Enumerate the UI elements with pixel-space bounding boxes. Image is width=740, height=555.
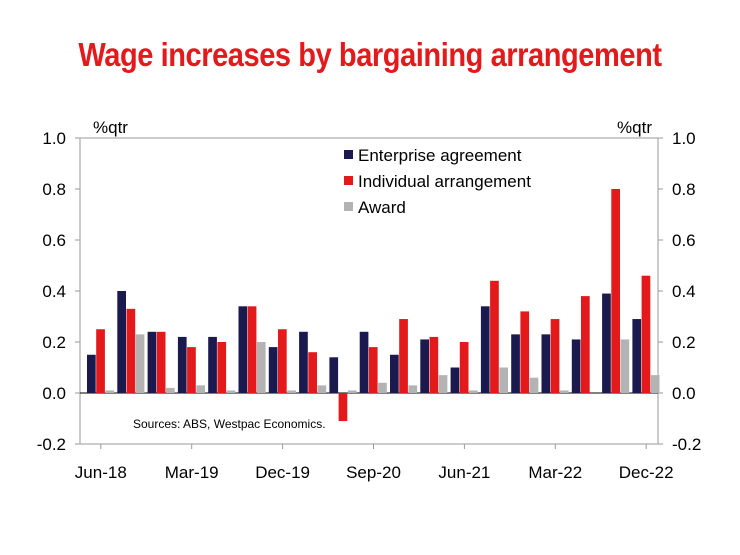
bar-enterprise-agreement xyxy=(329,357,339,393)
bar-individual-arrangement xyxy=(156,331,166,393)
y-axis-unit-left: %qtr xyxy=(93,118,128,137)
bar-award xyxy=(650,375,660,393)
x-tick-label: Jun-21 xyxy=(438,463,490,482)
bar-individual-arrangement xyxy=(217,342,227,393)
bar-award xyxy=(317,385,327,393)
bar-enterprise-agreement xyxy=(390,354,399,393)
bar-individual-arrangement xyxy=(96,329,105,393)
bar-individual-arrangement xyxy=(187,347,196,393)
bar-enterprise-agreement xyxy=(208,336,217,393)
bar-enterprise-agreement xyxy=(177,336,187,393)
bar-award xyxy=(105,390,115,393)
bar-individual-arrangement xyxy=(247,306,257,393)
bar-award xyxy=(166,387,175,393)
bar-individual-arrangement xyxy=(399,319,408,393)
bar-award xyxy=(529,377,539,393)
bar-award xyxy=(135,334,145,393)
bar-individual-arrangement xyxy=(611,189,620,393)
y-tick-label-right: 0.6 xyxy=(672,231,696,250)
bar-enterprise-agreement xyxy=(420,339,429,393)
bar-individual-arrangement xyxy=(550,319,560,393)
bar-enterprise-agreement xyxy=(450,367,460,393)
x-tick-label: Mar-19 xyxy=(165,463,219,482)
y-tick-label-left: -0.2 xyxy=(37,435,66,454)
bar-enterprise-agreement xyxy=(602,293,611,393)
bar-enterprise-agreement xyxy=(238,306,248,393)
bar-enterprise-agreement xyxy=(571,339,581,393)
bar-award xyxy=(378,382,387,393)
bar-individual-arrangement xyxy=(338,393,348,422)
bar-enterprise-agreement xyxy=(359,331,369,393)
bar-individual-arrangement xyxy=(459,342,469,393)
bar-individual-arrangement xyxy=(520,311,530,393)
bar-award xyxy=(559,390,569,393)
bar-award xyxy=(256,342,266,393)
y-tick-label-left: 0.2 xyxy=(42,333,66,352)
legend-swatch xyxy=(344,202,353,211)
bar-enterprise-agreement xyxy=(632,319,642,393)
y-tick-label-right: 0.0 xyxy=(672,384,696,403)
bar-individual-arrangement xyxy=(581,296,590,393)
y-tick-label-right: 0.8 xyxy=(672,180,696,199)
x-tick-label: Mar-22 xyxy=(528,463,582,482)
bar-individual-arrangement xyxy=(368,347,378,393)
source-note: Sources: ABS, Westpac Economics. xyxy=(133,417,326,431)
bar-award xyxy=(438,375,448,393)
bar-award xyxy=(287,390,296,393)
bar-individual-arrangement xyxy=(490,280,499,393)
bar-award xyxy=(347,390,357,393)
legend-swatch xyxy=(344,176,353,185)
y-tick-label-right: 0.4 xyxy=(672,282,696,301)
bar-award xyxy=(469,390,478,393)
bar-enterprise-agreement xyxy=(147,331,157,393)
x-tick-label: Dec-22 xyxy=(619,463,674,482)
y-tick-label-left: 0.6 xyxy=(42,231,66,250)
bar-individual-arrangement xyxy=(126,308,136,393)
bar-enterprise-agreement xyxy=(480,306,490,393)
y-axis-unit-right: %qtr xyxy=(617,118,652,137)
y-tick-label-right: 1.0 xyxy=(672,129,696,148)
bar-enterprise-agreement xyxy=(87,354,96,393)
bar-award xyxy=(620,339,630,393)
legend-label: Individual arrangement xyxy=(358,172,531,191)
y-tick-label-left: 0.4 xyxy=(42,282,66,301)
bar-enterprise-agreement xyxy=(299,331,308,393)
y-tick-label-right: 0.2 xyxy=(672,333,696,352)
x-tick-label: Dec-19 xyxy=(255,463,310,482)
bar-award xyxy=(499,367,508,393)
y-tick-label-left: 1.0 xyxy=(42,129,66,148)
x-tick-label: Jun-18 xyxy=(75,463,127,482)
bar-enterprise-agreement xyxy=(511,334,520,393)
bar-award xyxy=(226,390,236,393)
x-tick-label: Sep-20 xyxy=(346,463,401,482)
bar-enterprise-agreement xyxy=(268,347,278,393)
legend-swatch xyxy=(344,150,353,159)
y-tick-label-left: 0.0 xyxy=(42,384,66,403)
bar-individual-arrangement xyxy=(641,275,651,393)
bar-award xyxy=(408,385,418,393)
y-tick-label-right: -0.2 xyxy=(672,435,701,454)
y-tick-label-left: 0.8 xyxy=(42,180,66,199)
bar-individual-arrangement xyxy=(308,352,317,393)
bar-award xyxy=(196,385,205,393)
chart-title: Wage increases by bargaining arrangement xyxy=(78,36,662,73)
legend-label: Enterprise agreement xyxy=(358,146,522,165)
legend-label: Award xyxy=(358,198,406,217)
bar-enterprise-agreement xyxy=(117,291,126,393)
bar-enterprise-agreement xyxy=(541,334,551,393)
bar-individual-arrangement xyxy=(429,336,439,393)
bar-individual-arrangement xyxy=(278,329,287,393)
